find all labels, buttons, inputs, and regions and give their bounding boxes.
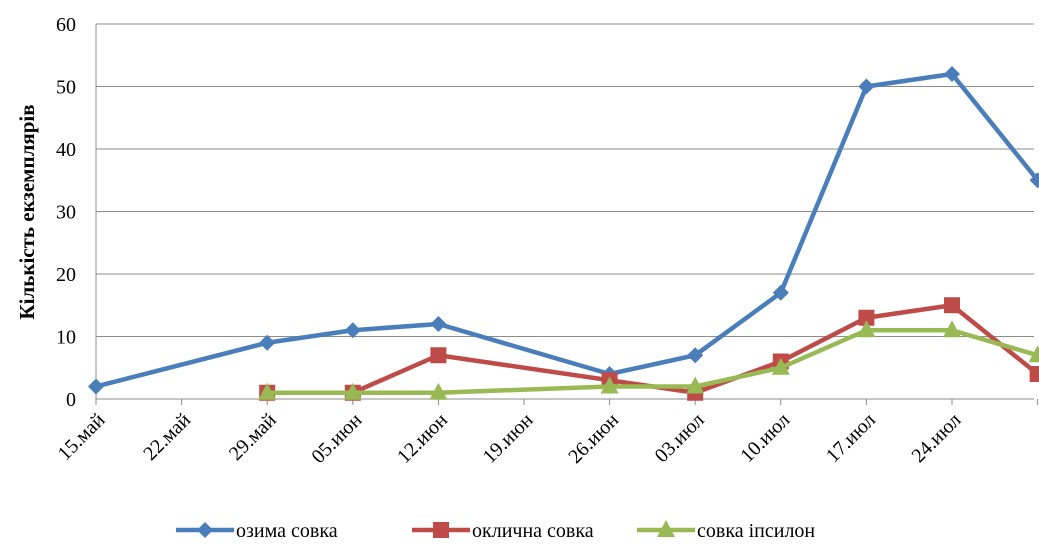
- y-tick-label: 20: [56, 264, 76, 286]
- data-point: [343, 382, 362, 400]
- data-point: [771, 357, 790, 375]
- data-point: [430, 347, 447, 364]
- y-tick-label: 30: [56, 202, 76, 224]
- y-tick-label: 40: [56, 139, 76, 161]
- data-point: [687, 347, 704, 364]
- gridlines: [96, 23, 1034, 337]
- data-point: [429, 382, 448, 400]
- x-tick-label: 29.май: [225, 409, 281, 465]
- data-point: [943, 320, 961, 338]
- x-tick-label: 10.июл: [736, 409, 794, 467]
- y-tick-label: 10: [56, 327, 76, 349]
- x-tick-label: 05.июн: [307, 409, 366, 468]
- legend-marker: [433, 522, 449, 538]
- data-point: [944, 66, 960, 82]
- data-point: [1029, 366, 1039, 382]
- series-line: [264, 303, 1039, 395]
- data-point: [858, 309, 875, 326]
- legend-item: совка іпсилон: [637, 520, 815, 542]
- legend-item: оклична совка: [412, 520, 594, 542]
- x-tick-label: 24.июл: [907, 409, 965, 467]
- tick-labels: 0 10 20 30 40 50 60 15.май 22.май 29.май 05.июн 12.…: [54, 14, 966, 468]
- x-tick-label: 26.июн: [564, 409, 623, 468]
- x-tick-label: 22.май: [139, 409, 195, 465]
- data-point: [858, 78, 875, 95]
- legend-label: оклична совка: [472, 520, 594, 542]
- legend: озима совка оклична совка совка іпсилон: [176, 520, 815, 542]
- y-tick-label: 50: [56, 77, 76, 99]
- data-point: [258, 382, 277, 400]
- data-point: [88, 378, 104, 395]
- legend-label: совка іпсилон: [697, 520, 815, 542]
- legend-item: озима совка: [176, 520, 338, 542]
- x-tick-label: 15.май: [54, 409, 110, 465]
- series-line: [93, 71, 1039, 389]
- x-tick-label: 12.июн: [393, 409, 452, 468]
- y-axis-label: Кількість екземплярів: [15, 104, 39, 319]
- legend-label: озима совка: [236, 520, 338, 542]
- series-line: [264, 328, 1039, 395]
- series-1: [88, 66, 1039, 395]
- data-point: [344, 322, 361, 339]
- x-tick-label: 03.июл: [651, 409, 709, 467]
- data-point: [1029, 172, 1039, 189]
- series-3: [258, 320, 1039, 400]
- y-tick-label: 60: [56, 14, 76, 36]
- data-point: [259, 334, 276, 351]
- legend-marker: [197, 522, 213, 538]
- x-tick-label: 17.июл: [822, 409, 880, 467]
- data-point: [772, 284, 789, 301]
- plot-area: [88, 66, 1039, 401]
- data-point: [686, 376, 705, 394]
- data-point: [944, 297, 960, 314]
- data-point: [857, 320, 876, 338]
- y-tick-label: 0: [66, 389, 76, 411]
- data-point: [1028, 345, 1039, 363]
- data-point: [600, 376, 619, 394]
- data-point: [430, 316, 447, 332]
- legend-marker: [657, 520, 675, 537]
- x-tick-label: 19.июн: [479, 409, 538, 468]
